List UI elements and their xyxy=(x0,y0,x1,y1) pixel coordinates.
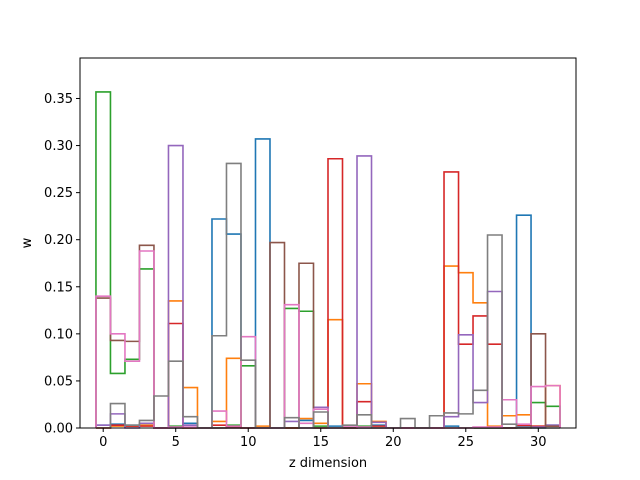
x-axis-label: z dimension xyxy=(289,456,367,471)
x-tick-label: 0 xyxy=(99,435,107,450)
y-tick-label: 0.15 xyxy=(44,280,73,295)
x-tick-label: 15 xyxy=(312,435,329,450)
axes-frame xyxy=(79,57,577,429)
x-tick-label: 30 xyxy=(530,435,547,450)
y-axis-label: w xyxy=(20,237,35,248)
y-tick-label: 0.30 xyxy=(44,139,73,154)
x-tick-label: 5 xyxy=(172,435,180,450)
y-tick-label: 0.00 xyxy=(44,422,73,437)
x-tick-label: 20 xyxy=(385,435,402,450)
x-tick-label: 10 xyxy=(240,435,257,450)
series-line-7 xyxy=(95,162,561,429)
x-ticks: 0 5 10 15 20 25 30 xyxy=(99,428,547,450)
y-tick-label: 0.25 xyxy=(44,186,73,201)
y-tick-label: 0.10 xyxy=(44,327,73,342)
y-tick-label: 0.35 xyxy=(44,92,73,107)
y-ticks: 0.00 0.05 0.10 0.15 0.20 0.25 0.30 0.35 xyxy=(44,92,80,437)
x-tick-label: 25 xyxy=(458,435,475,450)
y-tick-label: 0.05 xyxy=(44,374,73,389)
y-tick-label: 0.20 xyxy=(44,233,73,248)
